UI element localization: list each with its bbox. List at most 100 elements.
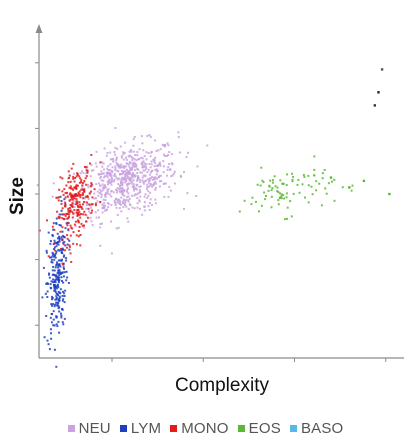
- point-neu: [129, 166, 131, 168]
- point-mono: [75, 203, 77, 205]
- point-neu: [115, 167, 117, 169]
- point-neu: [131, 195, 133, 197]
- point-lym: [57, 321, 59, 323]
- point-neu: [110, 142, 112, 144]
- point-lym: [61, 200, 63, 202]
- point-lym: [50, 332, 52, 334]
- point-eos: [272, 179, 274, 181]
- point-neu: [163, 165, 165, 167]
- point-lym: [55, 366, 57, 368]
- point-eos: [313, 155, 315, 157]
- point-neu: [112, 158, 114, 160]
- point-lym: [47, 291, 49, 293]
- outlier-point: [388, 193, 390, 195]
- point-neu: [127, 188, 129, 190]
- point-lym: [52, 253, 54, 255]
- point-neu: [148, 152, 150, 154]
- point-neu: [160, 148, 162, 150]
- point-neu: [127, 176, 129, 178]
- point-neu: [95, 211, 97, 213]
- point-eos: [315, 189, 317, 191]
- point-neu: [133, 138, 135, 140]
- point-mono: [88, 208, 90, 210]
- point-neu: [99, 245, 101, 247]
- point-neu: [143, 162, 145, 164]
- point-mono: [86, 167, 88, 169]
- point-neu: [107, 152, 109, 154]
- point-neu: [147, 195, 149, 197]
- point-mono: [62, 239, 64, 241]
- legend-swatch-mono: [170, 425, 177, 432]
- data-points: [37, 68, 391, 368]
- point-neu: [138, 199, 140, 201]
- point-mono: [73, 209, 75, 211]
- point-neu: [143, 175, 145, 177]
- point-lym: [63, 256, 65, 258]
- point-neu: [147, 190, 149, 192]
- point-neu: [83, 227, 85, 229]
- legend-label: LYM: [131, 420, 161, 437]
- point-lym: [55, 222, 57, 224]
- point-lym: [52, 281, 54, 283]
- point-neu: [129, 179, 131, 181]
- point-neu: [167, 144, 169, 146]
- point-neu: [136, 168, 138, 170]
- point-neu: [149, 209, 151, 211]
- point-neu: [148, 182, 150, 184]
- point-neu: [116, 148, 118, 150]
- point-neu: [131, 183, 133, 185]
- point-neu: [53, 182, 55, 184]
- point-eos: [286, 184, 288, 186]
- point-eos: [286, 173, 288, 175]
- point-neu: [134, 195, 136, 197]
- point-neu: [135, 175, 137, 177]
- point-lym: [55, 278, 57, 280]
- point-neu: [154, 181, 156, 183]
- point-neu: [139, 148, 141, 150]
- point-mono: [83, 225, 85, 227]
- point-mono: [46, 219, 48, 221]
- point-eos: [311, 186, 313, 188]
- legend-item-mono: MONO: [170, 420, 228, 437]
- point-mono: [75, 221, 77, 223]
- point-mono: [63, 243, 65, 245]
- point-eos: [239, 211, 241, 213]
- point-neu: [183, 171, 185, 173]
- point-mono: [82, 182, 84, 184]
- point-lym: [65, 257, 67, 259]
- point-mono: [79, 226, 81, 228]
- point-mono: [87, 196, 89, 198]
- point-neu: [147, 171, 149, 173]
- point-mono: [91, 196, 93, 198]
- point-neu: [107, 183, 109, 185]
- point-lym: [55, 286, 57, 288]
- point-neu: [123, 167, 125, 169]
- point-neu: [131, 167, 133, 169]
- point-neu: [122, 206, 124, 208]
- point-mono: [67, 228, 69, 230]
- point-neu: [149, 163, 151, 165]
- point-neu: [115, 198, 117, 200]
- point-neu: [141, 179, 143, 181]
- point-mono: [72, 202, 74, 204]
- point-mono: [72, 196, 74, 198]
- point-neu: [97, 195, 99, 197]
- point-eos: [260, 185, 262, 187]
- series-eos: [239, 155, 354, 220]
- legend-item-lym: LYM: [120, 420, 161, 437]
- point-neu: [149, 174, 151, 176]
- point-eos: [261, 205, 263, 207]
- point-lym: [41, 296, 43, 298]
- point-neu: [139, 181, 141, 183]
- point-mono: [76, 212, 78, 214]
- point-lym: [52, 278, 54, 280]
- point-lym: [64, 295, 66, 297]
- point-neu: [110, 175, 112, 177]
- point-mono: [89, 163, 91, 165]
- point-neu: [105, 196, 107, 198]
- point-eos: [313, 175, 315, 177]
- point-neu: [142, 177, 144, 179]
- point-neu: [110, 182, 112, 184]
- point-neu: [151, 170, 153, 172]
- point-lym: [54, 274, 56, 276]
